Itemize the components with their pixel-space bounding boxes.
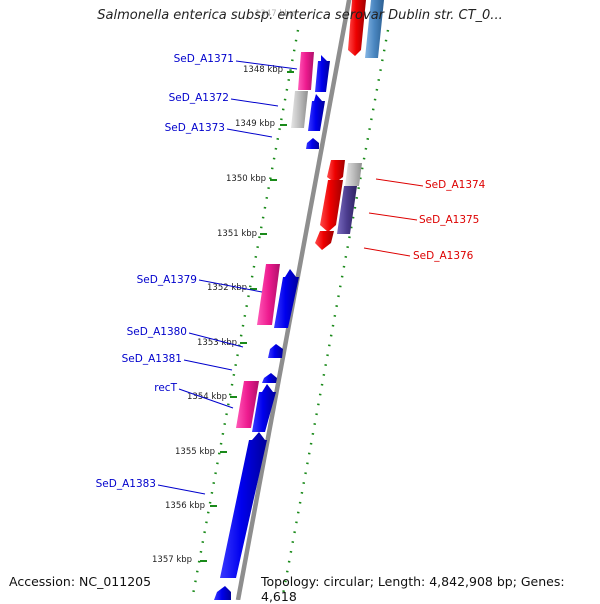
cds-feature-1375[interactable]	[337, 186, 357, 234]
tick-label-1351: 1351 kbp	[217, 229, 257, 239]
gene-arrow-partial-bottom	[214, 586, 231, 600]
leader-sed-a1380	[188, 332, 244, 348]
tick-label-1353: 1353 kbp	[197, 338, 237, 348]
cds-feature-rect[interactable]	[236, 381, 259, 428]
cds-feature-1372[interactable]	[291, 91, 308, 128]
gene-arrow-sed-a1376[interactable]	[315, 231, 334, 250]
kbp-ticks	[200, 71, 294, 562]
gene-label-sed-a1371[interactable]: SeD_A1371	[174, 53, 234, 65]
tick-label-1347: 1347 kbp	[255, 9, 295, 19]
gene-label-sed-a1374[interactable]: SeD_A1374	[425, 179, 486, 191]
gene-label-rect[interactable]: recT	[154, 382, 177, 394]
leader-sed-a1381	[183, 359, 233, 371]
forward-gene-labels: SeD_A1371 SeD_A1372 SeD_A1373 SeD_A1379 …	[96, 53, 234, 490]
leader-sed-a1375	[368, 212, 418, 221]
gene-label-sed-a1376[interactable]: SeD_A1376	[413, 250, 474, 262]
leader-rect	[178, 388, 234, 409]
gene-label-sed-a1372[interactable]: SeD_A1372	[169, 92, 229, 104]
gene-label-sed-a1381[interactable]: SeD_A1381	[122, 353, 182, 365]
gene-arrow-partial-top-red	[348, 0, 366, 56]
leader-sed-a1379	[198, 279, 263, 293]
leader-sed-a1373	[226, 128, 273, 138]
gene-arrow-sed-a1375[interactable]	[320, 180, 343, 232]
gene-label-sed-a1379[interactable]: SeD_A1379	[137, 274, 197, 286]
tick-label-1348: 1348 kbp	[243, 65, 283, 75]
tick-label-1355: 1355 kbp	[175, 447, 215, 457]
gene-arrow-sed-a1383[interactable]	[220, 432, 267, 578]
gene-label-sed-a1380[interactable]: SeD_A1380	[127, 326, 187, 338]
gene-arrow-rect[interactable]	[252, 384, 276, 432]
cds-feature-partial-top-steel	[365, 0, 384, 58]
gene-arrow-sed-a1374[interactable]	[327, 160, 345, 183]
map-title: Salmonella enterica subsp. enterica sero…	[97, 8, 503, 23]
tick-label-1352: 1352 kbp	[207, 283, 247, 293]
gene-arrow-sed-a1380[interactable]	[268, 344, 283, 358]
tick-label-1357: 1357 kbp	[152, 555, 192, 565]
leader-sed-a1371	[235, 60, 298, 70]
gene-arrow-sed-a1371[interactable]	[315, 55, 330, 92]
leader-sed-a1383	[157, 484, 206, 495]
cds-feature-1371[interactable]	[298, 52, 314, 90]
gene-label-sed-a1383[interactable]: SeD_A1383	[96, 478, 156, 490]
leader-sed-a1376	[363, 247, 411, 257]
tick-label-1350: 1350 kbp	[226, 174, 266, 184]
leader-sed-a1372	[230, 98, 279, 107]
reverse-gene-labels: SeD_A1374 SeD_A1375 SeD_A1376	[413, 179, 486, 262]
tick-label-1356: 1356 kbp	[165, 501, 205, 511]
gene-arrow-sed-a1379[interactable]	[274, 269, 299, 328]
gene-arrow-sed-a1372[interactable]	[308, 94, 325, 131]
gene-label-sed-a1373[interactable]: SeD_A1373	[165, 122, 225, 134]
tick-label-1349: 1349 kbp	[235, 119, 275, 129]
leader-sed-a1374	[375, 178, 424, 187]
accession-label: Accession: NC_011205	[9, 574, 152, 589]
cds-feature-1379[interactable]	[257, 264, 280, 325]
gene-arrow-sed-a1381[interactable]	[262, 373, 277, 383]
gene-label-sed-a1375[interactable]: SeD_A1375	[419, 214, 479, 226]
cds-feature-1374[interactable]	[345, 163, 362, 186]
kbp-tick-labels: 1347 kbp 1348 kbp 1349 kbp 1350 kbp 1351…	[152, 9, 295, 565]
tick-label-1354: 1354 kbp	[187, 392, 227, 402]
gene-arrow-sed-a1373[interactable]	[306, 138, 319, 149]
